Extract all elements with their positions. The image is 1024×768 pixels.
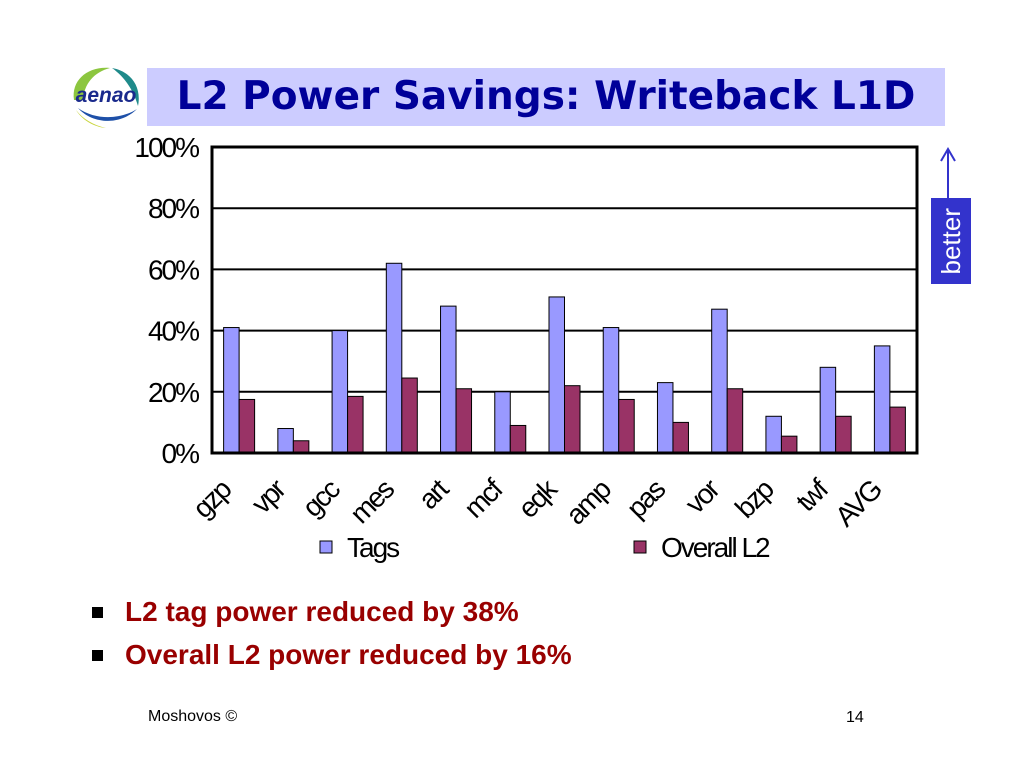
y-tick-label: 80%	[148, 193, 199, 224]
bar-overall-l2-art	[455, 388, 473, 454]
logo-teal-leaf	[112, 68, 139, 106]
y-tick-label: 60%	[148, 254, 199, 285]
page-number: 14	[846, 709, 864, 726]
bullet-text: L2 tag power reduced by 38%	[125, 596, 519, 627]
arrow-head	[940, 147, 956, 162]
x-tick-label: mes	[344, 474, 400, 530]
y-tick-label: 0%	[162, 438, 200, 469]
footer-author: Moshovos ©	[148, 708, 238, 725]
bar-tags-pas	[656, 382, 674, 454]
x-tick-label: gzp	[187, 473, 238, 524]
legend-swatch	[633, 540, 647, 554]
bar-overall-l2-pas	[672, 421, 689, 454]
bar-tags-avg	[873, 345, 891, 454]
bar-tags-gcc	[331, 330, 349, 454]
bar-tags-mes	[385, 262, 403, 454]
bar-tags-twf	[819, 366, 837, 454]
x-tick-label: pas	[621, 474, 671, 524]
x-tick-label: vor	[679, 473, 725, 519]
bar-tags-vor	[711, 308, 728, 454]
chart: 0% 20% 40% 60% 80% 100% gzp vpr gcc mes art mcf eqka…	[134, 132, 956, 563]
bar-tags-vpr	[277, 428, 294, 454]
title-banner: L2 Power Savings: Writeback L1D	[147, 68, 945, 126]
logo-green-leaf	[73, 67, 110, 100]
bar-tags-mcf	[494, 391, 511, 454]
bars	[223, 262, 906, 454]
aenao-logo: aenao	[73, 67, 139, 128]
bar-overall-l2-twf	[835, 415, 852, 454]
bullet-item: L2 tag power reduced by 38%	[92, 596, 712, 628]
y-tick-label: 100%	[134, 132, 199, 163]
y-tick-label: 40%	[148, 316, 199, 347]
slide-title: L2 Power Savings: Writeback L1D	[176, 74, 916, 119]
bar-overall-l2-gzp	[238, 398, 256, 454]
bar-tags-gzp	[223, 327, 240, 454]
square-bullet-icon	[92, 607, 103, 618]
bar-overall-l2-mcf	[509, 424, 527, 454]
x-tick-label: gcc	[296, 473, 346, 523]
bullet-item: Overall L2 power reduced by 16%	[92, 639, 712, 671]
axis-labels: 0% 20% 40% 60% 80% 100% gzp vpr gcc mes art mcf eqka…	[134, 132, 887, 532]
x-tick-label: vpr	[245, 473, 291, 519]
x-tick-label: art	[412, 473, 454, 515]
x-tick-label: twf	[790, 473, 835, 518]
plot-frame	[210, 145, 919, 455]
legend: Tags Overall L2	[319, 532, 772, 563]
logo-blue-swoosh	[78, 108, 137, 121]
bar-overall-l2-bzp	[780, 435, 798, 454]
bar-overall-l2-vpr	[292, 440, 310, 454]
bar-tags-art	[440, 305, 457, 454]
bar-overall-l2-eqk	[564, 385, 581, 454]
bar-overall-l2-mes	[401, 377, 418, 454]
legend-label: Tags	[347, 532, 399, 563]
x-tick-label: eqk	[512, 472, 564, 524]
bar-overall-l2-gcc	[347, 395, 364, 454]
logo-text: aenao	[76, 84, 137, 107]
arrow-up-icon	[940, 147, 956, 198]
bar-tags-amp	[602, 327, 620, 454]
plot-area-border	[210, 145, 919, 455]
x-tick-label: mcf	[458, 473, 509, 524]
bar-overall-l2-vor	[726, 388, 744, 454]
better-label: better	[936, 207, 966, 275]
x-tick-label: amp	[560, 473, 617, 530]
bar-overall-l2-amp	[618, 398, 635, 454]
x-tick-label: bzp	[729, 473, 780, 524]
legend-swatch	[319, 540, 333, 554]
bar-tags-bzp	[765, 415, 782, 454]
better-annotation-box: better	[931, 198, 971, 284]
x-tick-label: AVG	[829, 474, 887, 532]
legend-label: Overall L2	[661, 532, 770, 563]
bullet-text: Overall L2 power reduced by 16%	[125, 639, 572, 670]
bar-tags-eqk	[548, 296, 565, 454]
square-bullet-icon	[92, 650, 103, 661]
y-tick-label: 20%	[148, 377, 199, 408]
bar-overall-l2-avg	[889, 406, 906, 454]
